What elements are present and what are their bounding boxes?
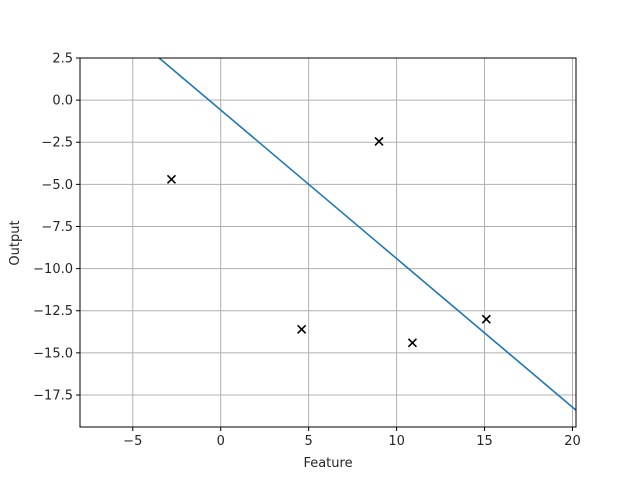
y-tick-label: 2.5	[52, 52, 73, 67]
y-axis-label: Output	[8, 220, 23, 265]
y-tick-label: −7.5	[41, 220, 73, 235]
x-tick-label: −5	[123, 434, 142, 449]
y-tick-label: −15.0	[33, 346, 73, 361]
y-tick-label: −10.0	[33, 262, 73, 277]
x-tick-label: 20	[564, 434, 581, 449]
scatter-point	[297, 324, 307, 334]
x-axis-ticks: −5 0 5 10 15 20	[123, 427, 581, 449]
x-tick-label: 10	[388, 434, 405, 449]
y-tick-label: 0.0	[52, 94, 73, 109]
scatter-points	[166, 136, 491, 348]
x-tick-label: 15	[476, 434, 493, 449]
scatter-point	[407, 338, 417, 348]
fit-line-layer	[158, 58, 576, 412]
fit-line	[158, 58, 576, 412]
y-tick-label: −5.0	[41, 178, 73, 193]
y-tick-label: −12.5	[33, 304, 73, 319]
x-tick-label: 0	[217, 434, 225, 449]
x-axis-label: Feature	[303, 456, 352, 471]
y-tick-label: −17.5	[33, 388, 73, 403]
y-tick-label: −2.5	[41, 136, 73, 151]
y-axis-ticks: 2.5 0.0 −2.5 −5.0 −7.5 −10.0 −12.5 −15.0 −17.5	[33, 52, 80, 403]
scatter-point	[166, 174, 177, 184]
scatter-point	[481, 314, 491, 324]
scatter-point	[374, 136, 384, 146]
grid	[80, 57, 576, 427]
plot-frame	[79, 57, 577, 428]
x-tick-label: 5	[305, 434, 313, 449]
